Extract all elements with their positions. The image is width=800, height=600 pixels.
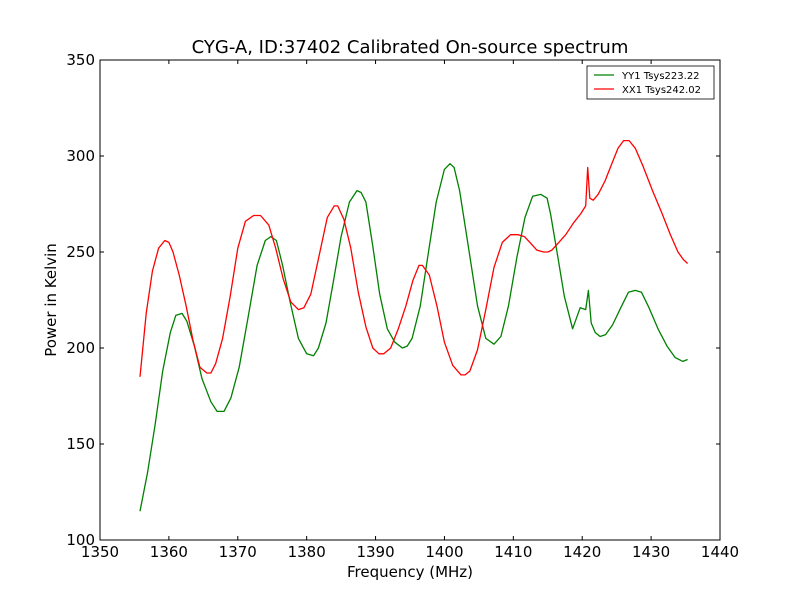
y-tick-label: 200 <box>66 339 95 357</box>
y-tick-label: 350 <box>66 51 95 69</box>
x-tick-label: 1420 <box>563 543 601 561</box>
x-axis: 1350 1360 1370 1380 1390 1400 1410 1420 1430 1440 <box>81 60 739 561</box>
chart-title: CYG-A, ID:37402 Calibrated On-source spe… <box>192 37 629 58</box>
y-tick-label: 100 <box>66 531 95 549</box>
series-line-1 <box>139 163 688 512</box>
series-line-2 <box>139 139 689 377</box>
x-tick-label: 1370 <box>219 543 257 561</box>
x-tick-label: 1410 <box>494 543 532 561</box>
x-tick-label: 1440 <box>701 543 739 561</box>
x-tick-label: 1430 <box>632 543 670 561</box>
y-tick-label: 250 <box>66 243 95 261</box>
x-tick-label: 1350 <box>81 543 119 561</box>
x-tick-label: 1360 <box>150 543 188 561</box>
plot-area <box>99 59 721 541</box>
legend-box <box>586 65 715 100</box>
y-axis: 100 150 200 250 300 350 <box>66 51 720 549</box>
y-tick-label: 150 <box>66 435 95 453</box>
y-axis-label: Power in Kelvin <box>42 243 60 357</box>
x-axis-label: Frequency (MHz) <box>347 563 473 581</box>
legend: YY1 Tsys223.22 XX1 Tsys242.02 <box>586 65 715 100</box>
legend-label-1: YY1 Tsys223.22 <box>621 71 700 82</box>
x-tick-label: 1390 <box>356 543 394 561</box>
legend-label-2: XX1 Tsys242.02 <box>622 85 701 96</box>
x-tick-label: 1380 <box>288 543 326 561</box>
x-tick-label: 1400 <box>425 543 463 561</box>
y-tick-label: 300 <box>66 147 95 165</box>
plot-frame <box>99 59 721 541</box>
